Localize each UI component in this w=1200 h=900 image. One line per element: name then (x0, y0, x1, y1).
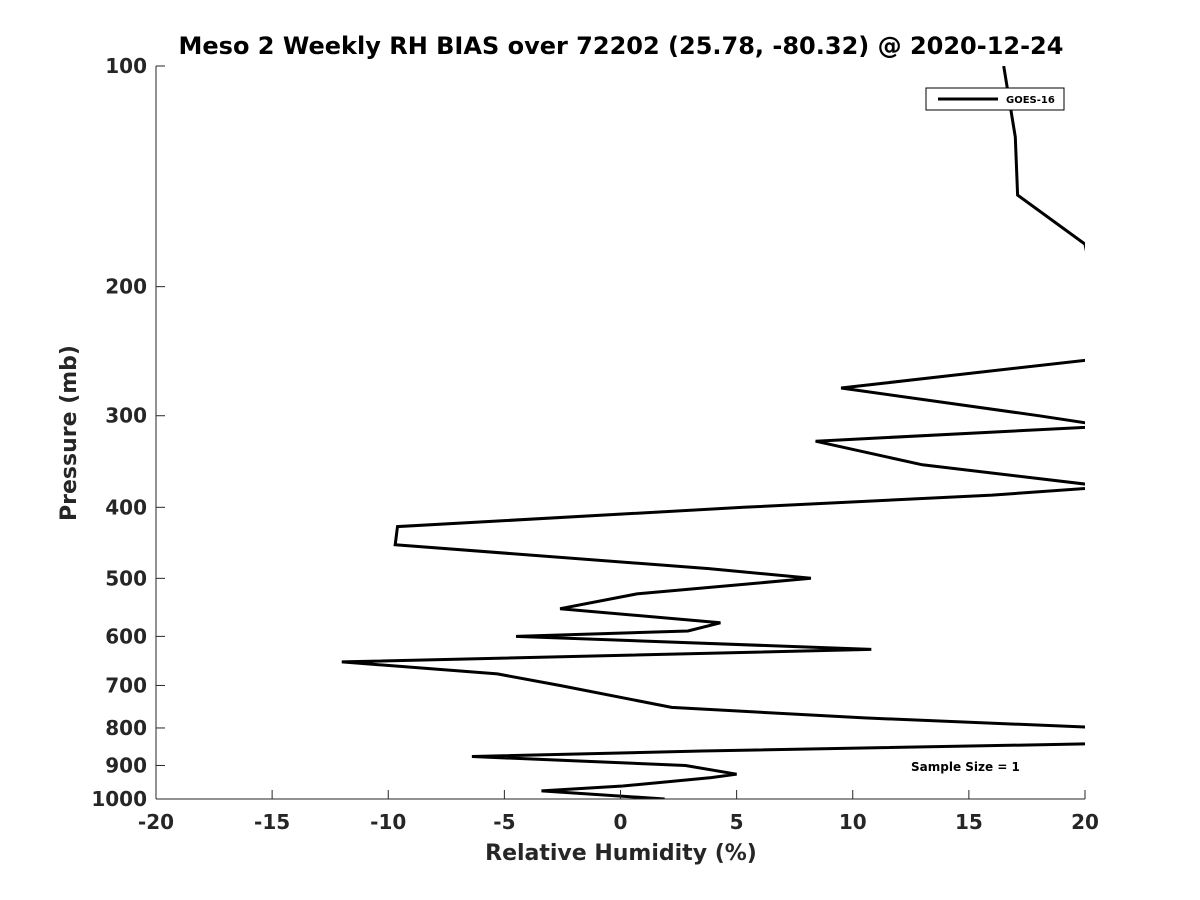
x-tick-label: 20 (1071, 810, 1099, 834)
y-axis-label: Pressure (mb) (57, 345, 82, 521)
x-tick-label: -5 (493, 810, 515, 834)
y-tick-label: 600 (105, 624, 147, 648)
y-tick-label: 100 (105, 54, 147, 78)
x-tick-label: -15 (254, 810, 290, 834)
y-tick-label: 500 (105, 566, 147, 590)
y-tick-label: 700 (105, 673, 147, 697)
legend: GOES-16 (925, 87, 1065, 111)
y-tick-label: 800 (105, 716, 147, 740)
x-tick-label: -20 (138, 810, 174, 834)
y-tick-label: 1000 (91, 787, 147, 811)
y-tick-label: 400 (105, 495, 147, 519)
x-tick-label: 10 (839, 810, 867, 834)
x-tick-label: 5 (730, 810, 744, 834)
x-tick-label: 15 (955, 810, 983, 834)
plot-area (341, 66, 1085, 799)
x-tick-label: 0 (614, 810, 628, 834)
chart-title: Meso 2 Weekly RH BIAS over 72202 (25.78,… (179, 32, 1064, 60)
y-axis-ticks: 100 200 300 400 500 600 700 800 900 1000 (91, 54, 165, 811)
series-line-0 (341, 66, 1085, 799)
y-tick-label: 900 (105, 753, 147, 777)
legend-label-goes-16: GOES-16 (1006, 95, 1055, 106)
y-tick-label: 200 (105, 275, 147, 299)
y-tick-label: 300 (105, 404, 147, 428)
sample-size-annotation: Sample Size = 1 (911, 760, 1020, 774)
x-tick-label: -10 (370, 810, 406, 834)
x-axis-label: Relative Humidity (%) (485, 841, 757, 866)
x-axis-ticks: -20 -15 -10 -5 0 5 10 15 20 (138, 790, 1099, 834)
